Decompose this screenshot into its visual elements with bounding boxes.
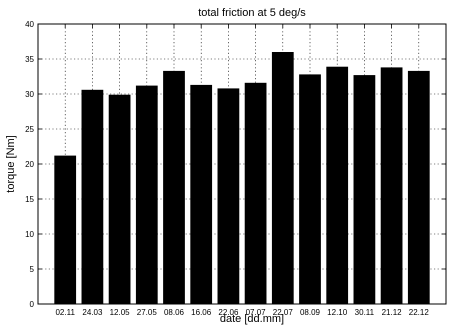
y-axis-label: torque [Nm] <box>5 135 17 192</box>
x-tick-label: 12.05 <box>110 308 131 317</box>
bar-21.12 <box>380 67 403 305</box>
x-axis-label: date [dd.mm] <box>220 313 284 325</box>
bar-16.06 <box>190 84 213 305</box>
bar-12.05 <box>108 94 131 304</box>
bar-08.06 <box>163 70 185 305</box>
x-tick-label: 07.07 <box>246 308 267 317</box>
bar-27.05 <box>135 85 158 304</box>
x-tick-label: 27.05 <box>137 308 158 317</box>
x-tick-label: 22.07 <box>273 308 294 317</box>
y-tick-label: 0 <box>30 300 35 309</box>
bar-30.11 <box>353 75 376 304</box>
y-tick-label: 5 <box>30 265 35 274</box>
x-tick-label: 22.06 <box>218 308 239 317</box>
x-tick-label: 02.11 <box>55 308 75 317</box>
x-tick-label: 21.12 <box>382 308 403 317</box>
bar-22.07 <box>271 52 294 304</box>
x-tick-label: 30.11 <box>355 308 375 317</box>
x-tick-label: 22.12 <box>409 308 430 317</box>
bar-24.03 <box>81 89 104 304</box>
y-tick-label: 30 <box>25 90 34 99</box>
y-tick-label: 20 <box>25 160 34 169</box>
y-axis-ticks: 0 5 10 15 20 25 30 35 40 <box>25 20 446 309</box>
chart-title: total friction at 5 deg/s <box>198 7 306 19</box>
x-axis-ticks: 02.11 24.03 12.05 27.05 08.06 16.06 22.06 07.07… <box>55 24 429 317</box>
bar-22.12 <box>407 70 430 305</box>
y-tick-label: 35 <box>25 55 34 64</box>
bar-12.10 <box>326 66 349 304</box>
y-tick-label: 10 <box>25 230 34 239</box>
y-tick-label: 25 <box>25 125 34 134</box>
bars <box>54 52 430 305</box>
y-tick-label: 40 <box>25 20 34 29</box>
x-tick-label: 08.06 <box>164 308 185 317</box>
x-tick-label: 12.10 <box>327 308 348 317</box>
bar-22.06 <box>217 88 240 305</box>
bar-08.09 <box>299 74 321 305</box>
x-tick-label: 24.03 <box>82 308 103 317</box>
x-tick-label: 08.09 <box>300 308 321 317</box>
x-tick-label: 16.06 <box>191 308 212 317</box>
bar-07.07 <box>244 82 267 304</box>
y-tick-label: 15 <box>25 195 34 204</box>
bar-02.11 <box>54 155 77 304</box>
